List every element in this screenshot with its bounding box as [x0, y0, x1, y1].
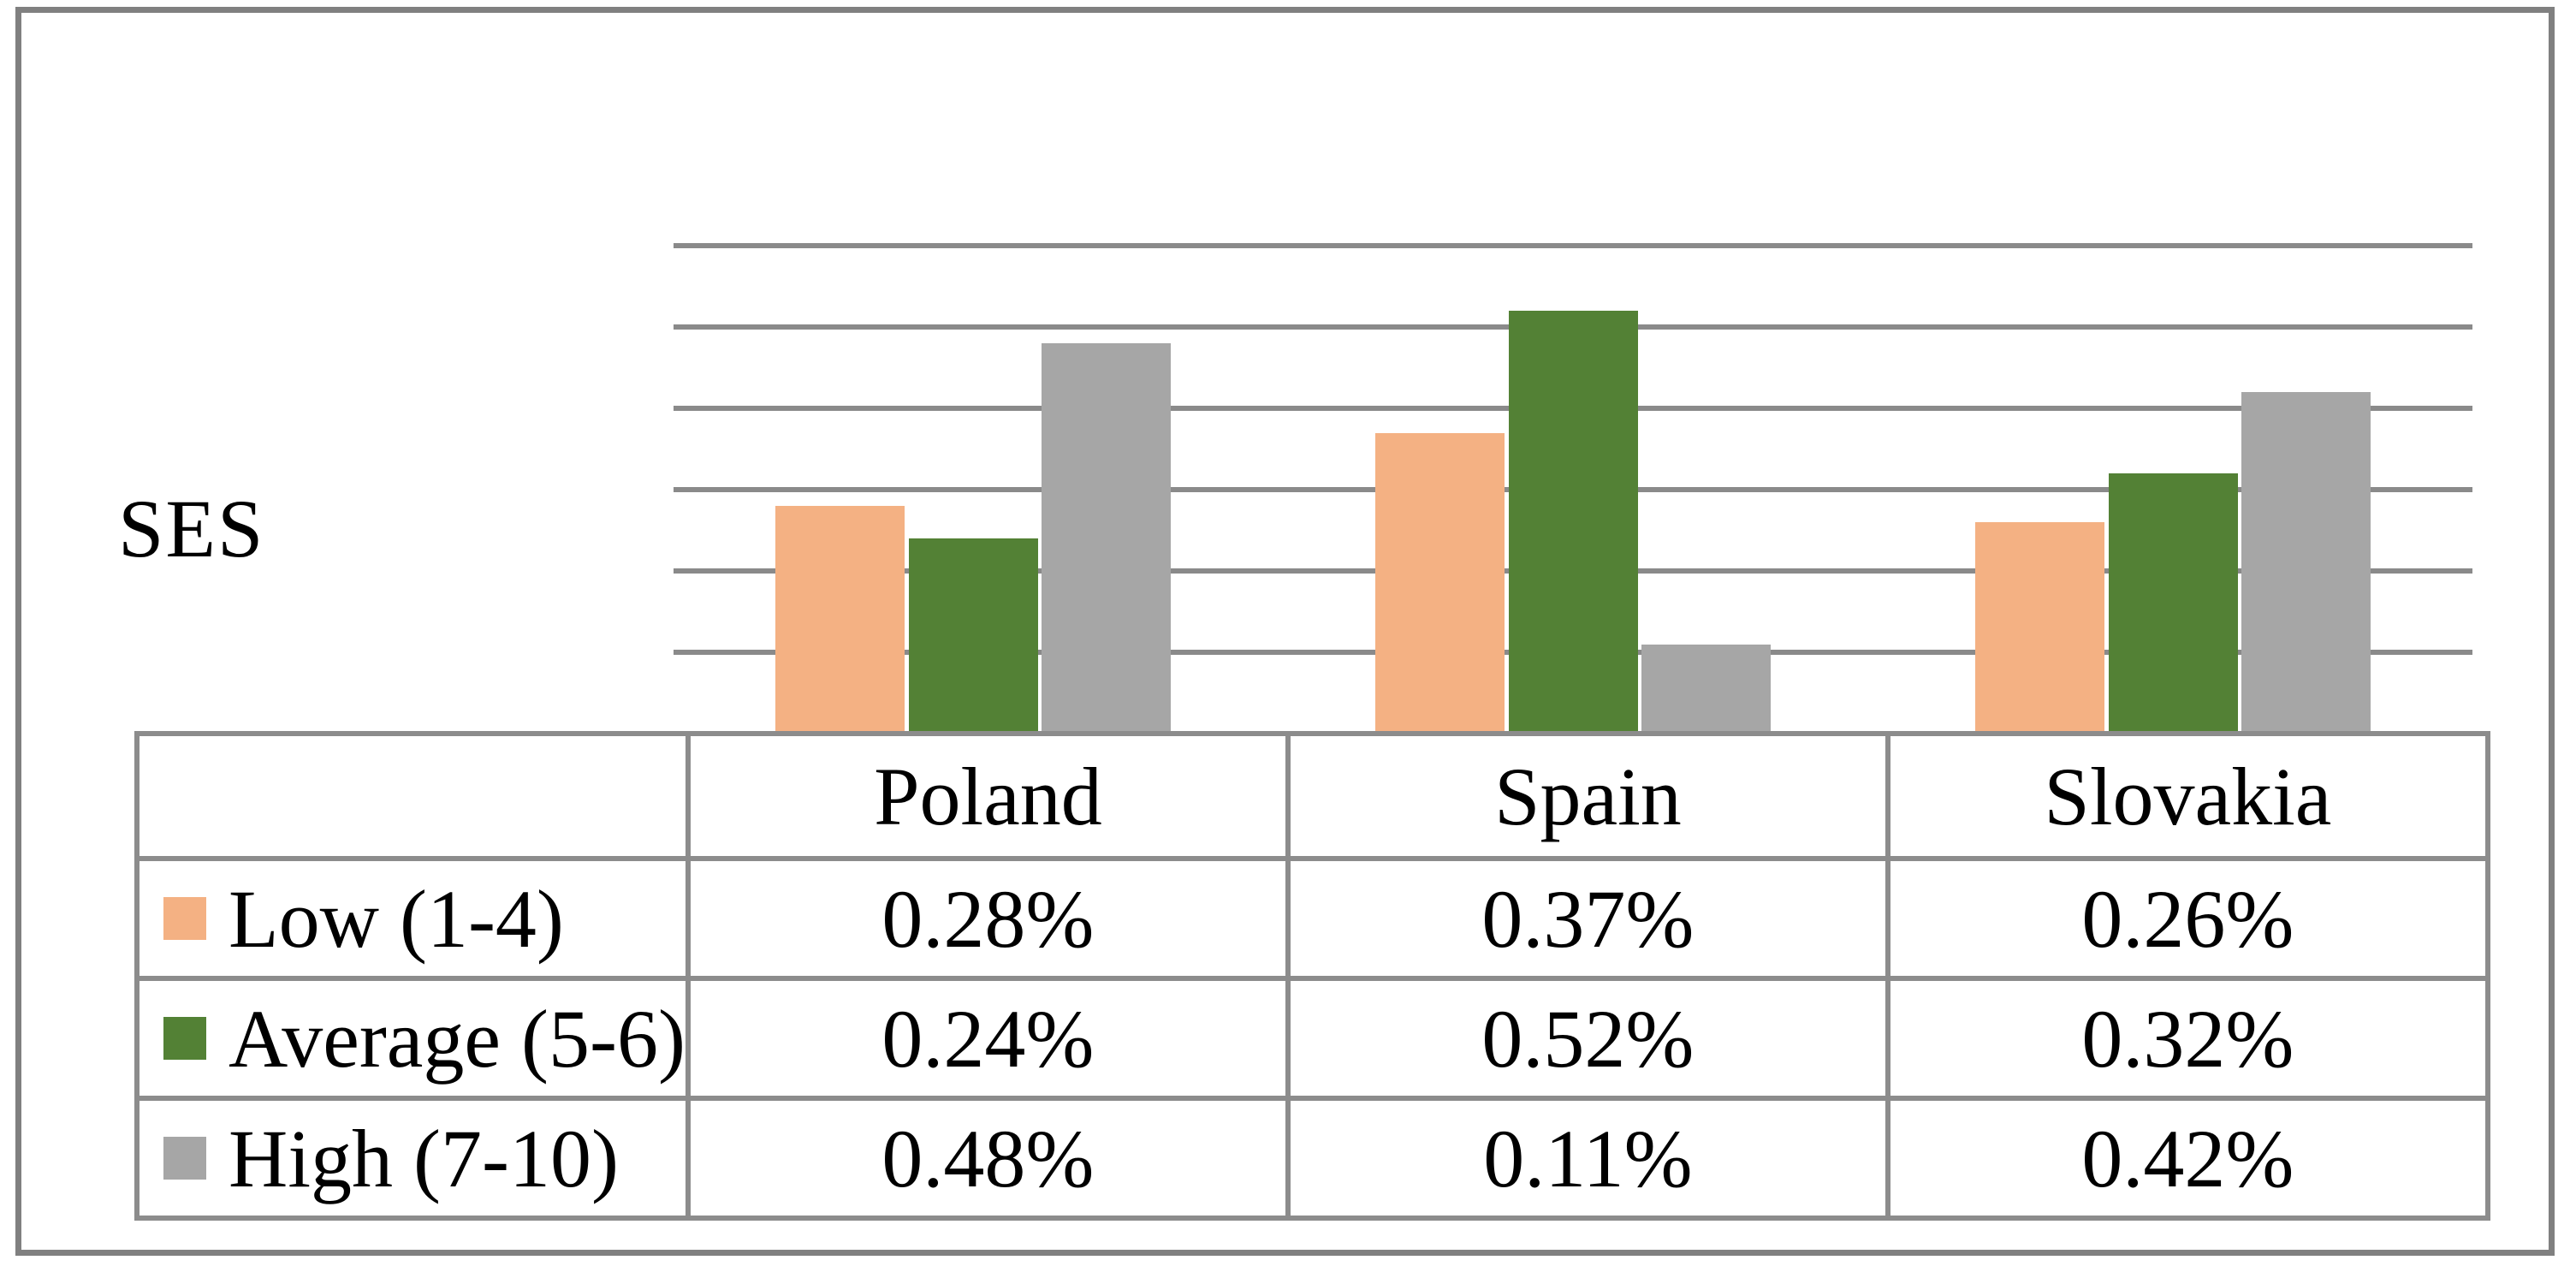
legend-label-average: Average (5-6): [229, 992, 686, 1085]
bar-group-poland: [775, 246, 1171, 734]
gridline-0.6pct: [674, 243, 2472, 248]
plot-area: [674, 243, 2472, 734]
bar-poland-average: [908, 538, 1038, 734]
chart-data-table: Poland Spain Slovakia Low (1-4) 0.28% 0.…: [134, 731, 2490, 1221]
bar-group-slovakia: [1975, 246, 2371, 734]
legend-swatch-average-icon: [163, 1017, 206, 1060]
axis-title-ses: SES: [118, 483, 265, 574]
value-cell-average-slovakia: 0.32%: [1885, 976, 2490, 1101]
bar-spain-high: [1641, 644, 1771, 734]
value-cell-high-poland: 0.48%: [685, 1096, 1291, 1221]
bar-slovakia-high: [2241, 392, 2371, 734]
table-row-high: High (7-10) 0.48% 0.11% 0.42%: [134, 1096, 2490, 1221]
bar-spain-low: [1375, 432, 1505, 734]
column-header-slovakia: Slovakia: [1885, 731, 2490, 861]
bar-spain-average: [1508, 311, 1638, 734]
bar-slovakia-low: [1975, 522, 2104, 734]
legend-cell-average: Average (5-6): [134, 976, 691, 1101]
value-cell-low-slovakia: 0.26%: [1885, 856, 2490, 981]
legend-swatch-high-icon: [163, 1137, 206, 1180]
legend-label-high: High (7-10): [229, 1112, 619, 1204]
bar-poland-low: [775, 506, 905, 734]
value-cell-high-slovakia: 0.42%: [1885, 1096, 2490, 1221]
value-cell-average-poland: 0.24%: [685, 976, 1291, 1101]
table-row-average: Average (5-6) 0.24% 0.52% 0.32%: [134, 976, 2490, 1101]
legend-cell-high: High (7-10): [134, 1096, 691, 1221]
table-header-row: Poland Spain Slovakia: [134, 731, 2490, 861]
legend-label-low: Low (1-4): [229, 872, 564, 965]
value-cell-low-spain: 0.37%: [1285, 856, 1890, 981]
value-cell-high-spain: 0.11%: [1285, 1096, 1890, 1221]
value-cell-average-spain: 0.52%: [1285, 976, 1890, 1101]
bar-slovakia-average: [2108, 473, 2238, 734]
legend-swatch-low-icon: [163, 897, 206, 940]
bar-poland-high: [1042, 343, 1171, 734]
bar-group-spain: [1375, 246, 1771, 734]
column-header-spain: Spain: [1285, 731, 1890, 861]
value-cell-low-poland: 0.28%: [685, 856, 1291, 981]
column-header-poland: Poland: [685, 731, 1291, 861]
table-row-low: Low (1-4) 0.28% 0.37% 0.26%: [134, 856, 2490, 981]
table-corner-empty-cell: [134, 731, 691, 861]
legend-cell-low: Low (1-4): [134, 856, 691, 981]
